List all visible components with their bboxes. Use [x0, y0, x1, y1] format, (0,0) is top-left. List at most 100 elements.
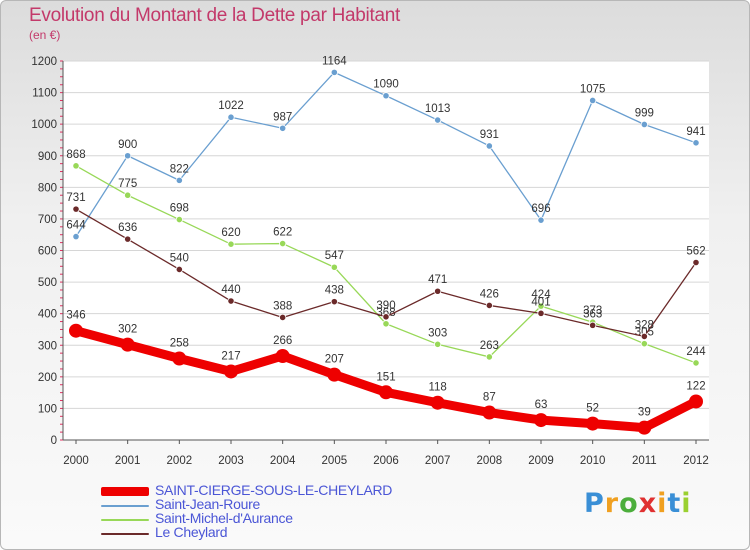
data-point: [72, 233, 80, 241]
data-point: [175, 176, 183, 184]
data-label: 390: [376, 300, 395, 312]
data-label: 775: [118, 178, 137, 190]
data-point: [275, 348, 290, 363]
data-label: 868: [66, 149, 85, 161]
data-label: 620: [221, 227, 240, 239]
data-point: [640, 120, 648, 129]
logo-letter: r: [604, 488, 620, 519]
data-label: 440: [221, 284, 240, 296]
data-point: [227, 240, 235, 248]
x-tick-label: 2003: [218, 455, 244, 467]
data-label: 244: [686, 346, 706, 358]
data-point: [589, 321, 597, 329]
data-point: [227, 297, 235, 305]
x-tick-label: 2009: [528, 455, 554, 467]
data-point: [537, 302, 545, 310]
data-point: [534, 413, 548, 428]
x-tick-label: 2005: [322, 455, 348, 467]
x-tick-label: 2011: [632, 455, 657, 467]
data-point: [434, 340, 442, 348]
y-tick-label: 1200: [31, 56, 57, 68]
data-point: [382, 313, 390, 321]
data-label: 1090: [373, 79, 399, 91]
data-point: [172, 351, 187, 366]
data-label: 217: [221, 350, 240, 362]
data-label: 622: [273, 227, 292, 239]
chart-subtitle: (en €): [29, 28, 61, 42]
data-point: [330, 298, 338, 306]
data-label: 999: [635, 107, 654, 119]
data-label: 1164: [322, 55, 347, 67]
data-label: 263: [480, 340, 499, 352]
data-point: [434, 116, 442, 124]
x-tick-label: 2008: [477, 455, 503, 467]
data-point: [692, 359, 700, 367]
y-tick-label: 1000: [31, 119, 57, 131]
data-label: 363: [583, 308, 602, 320]
data-point: [330, 68, 338, 76]
x-tick-label: 2001: [115, 455, 141, 467]
y-tick-label: 800: [38, 182, 57, 194]
data-point: [537, 309, 545, 317]
y-tick-label: 1100: [32, 88, 57, 100]
data-label: 328: [635, 319, 654, 331]
data-label: 540: [170, 252, 189, 264]
y-tick-label: 200: [38, 372, 57, 384]
data-point: [175, 215, 183, 224]
logo-letter: i: [657, 488, 668, 519]
data-point: [689, 394, 703, 409]
data-point: [585, 416, 600, 431]
data-point: [482, 405, 497, 420]
data-point: [330, 263, 338, 271]
logo-letter: i: [681, 488, 692, 519]
data-label: 636: [118, 222, 137, 234]
data-point: [382, 92, 390, 100]
data-label: 52: [586, 403, 599, 415]
data-label: 822: [170, 163, 189, 175]
data-label: 303: [428, 327, 447, 339]
legend-label: Le Cheylard: [155, 524, 228, 540]
y-tick-label: 600: [38, 246, 57, 258]
data-point: [379, 385, 393, 400]
data-label: 207: [325, 354, 344, 366]
data-point: [224, 364, 238, 379]
x-tick-label: 2000: [63, 455, 89, 467]
data-point: [640, 332, 648, 341]
data-label: 941: [686, 126, 705, 138]
data-point: [485, 142, 493, 150]
data-label: 388: [273, 300, 292, 312]
legend-label: Saint-Jean-Roure: [155, 496, 260, 512]
data-label: 931: [480, 129, 499, 141]
data-label: 562: [686, 246, 705, 258]
data-point: [327, 367, 342, 382]
legend-swatch: [101, 519, 149, 521]
y-tick-label: 700: [38, 214, 57, 226]
data-label: 151: [376, 371, 395, 383]
data-label: 346: [66, 310, 85, 322]
legend-swatch: [101, 505, 149, 507]
logo-letter: t: [667, 488, 682, 519]
data-label: 987: [273, 111, 292, 123]
x-tick-label: 2007: [425, 455, 451, 467]
data-label: 424: [531, 289, 551, 301]
data-point: [692, 139, 700, 147]
data-label: 63: [535, 399, 548, 411]
y-tick-label: 0: [51, 435, 57, 447]
y-tick-label: 500: [38, 277, 57, 289]
data-label: 122: [686, 380, 705, 392]
x-tick-label: 2004: [270, 455, 296, 467]
data-point: [124, 235, 132, 243]
legend-label: SAINT-CIERGE-SOUS-LE-CHEYLARD: [155, 482, 393, 498]
data-label: 438: [325, 285, 344, 297]
data-point: [124, 191, 132, 199]
data-label: 471: [428, 274, 447, 286]
data-point: [279, 313, 287, 322]
data-label: 118: [428, 382, 446, 394]
x-tick-label: 2012: [683, 455, 709, 467]
data-label: 302: [118, 324, 137, 336]
data-point: [692, 258, 700, 267]
data-label: 258: [170, 338, 189, 350]
x-tick-label: 2002: [167, 455, 193, 467]
